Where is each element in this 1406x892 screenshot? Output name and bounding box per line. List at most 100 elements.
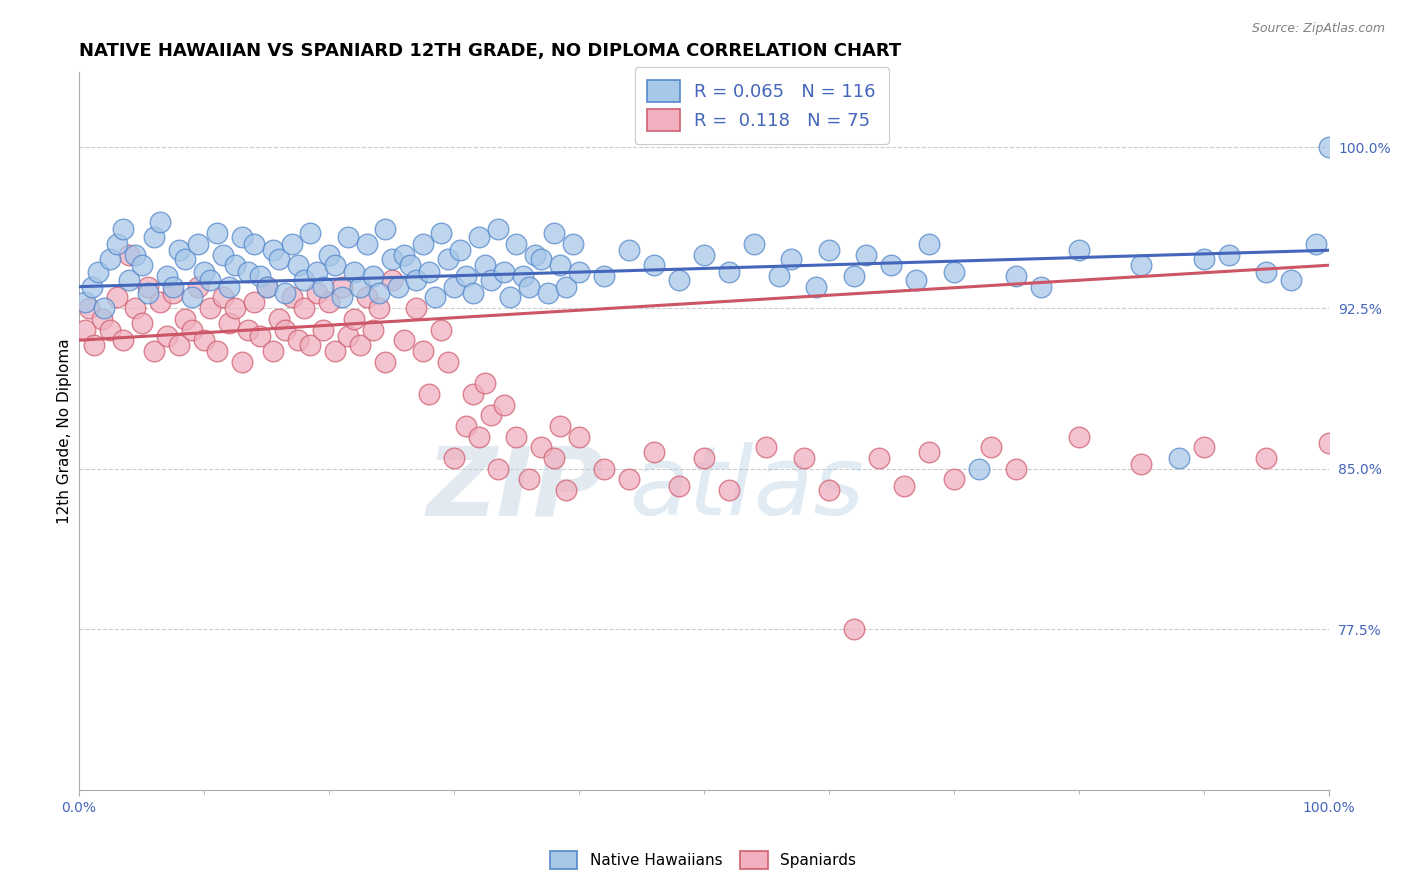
Point xyxy=(349,279,371,293)
Point xyxy=(780,252,803,266)
Point xyxy=(336,329,359,343)
Point xyxy=(318,294,340,309)
Point xyxy=(517,473,540,487)
Point xyxy=(430,226,453,240)
Point xyxy=(593,268,616,283)
Point xyxy=(568,430,591,444)
Point xyxy=(162,279,184,293)
Point xyxy=(1005,268,1028,283)
Point xyxy=(436,354,458,368)
Point xyxy=(200,301,222,315)
Point xyxy=(430,322,453,336)
Point xyxy=(436,252,458,266)
Point xyxy=(486,222,509,236)
Point xyxy=(280,236,302,251)
Point xyxy=(643,258,665,272)
Point xyxy=(211,247,233,261)
Point xyxy=(1256,265,1278,279)
Point xyxy=(205,226,228,240)
Point xyxy=(918,444,941,458)
Point xyxy=(456,268,478,283)
Point xyxy=(474,376,496,390)
Point xyxy=(1305,236,1327,251)
Point xyxy=(299,226,322,240)
Point xyxy=(499,290,522,304)
Point xyxy=(617,473,640,487)
Point xyxy=(374,222,396,236)
Point xyxy=(593,462,616,476)
Point xyxy=(461,286,484,301)
Point xyxy=(256,279,278,293)
Point xyxy=(143,230,166,244)
Point xyxy=(555,279,578,293)
Point xyxy=(205,343,228,358)
Point xyxy=(218,279,240,293)
Point xyxy=(143,343,166,358)
Point xyxy=(980,441,1002,455)
Point xyxy=(343,265,366,279)
Point xyxy=(842,268,865,283)
Point xyxy=(87,265,110,279)
Point xyxy=(236,322,259,336)
Point xyxy=(330,290,353,304)
Point xyxy=(267,252,290,266)
Point xyxy=(693,247,716,261)
Legend: Native Hawaiians, Spaniards: Native Hawaiians, Spaniards xyxy=(544,845,862,875)
Point xyxy=(330,279,353,293)
Point xyxy=(305,286,328,301)
Point xyxy=(280,290,302,304)
Text: ZIP: ZIP xyxy=(426,442,605,535)
Point xyxy=(90,311,112,326)
Point xyxy=(167,244,190,258)
Point xyxy=(299,337,322,351)
Point xyxy=(349,337,371,351)
Point xyxy=(368,286,391,301)
Point xyxy=(456,418,478,433)
Point xyxy=(380,252,402,266)
Point xyxy=(274,286,297,301)
Point xyxy=(105,290,128,304)
Point xyxy=(461,386,484,401)
Point xyxy=(1317,140,1340,154)
Y-axis label: 12th Grade, No Diploma: 12th Grade, No Diploma xyxy=(58,338,72,524)
Point xyxy=(418,265,440,279)
Point xyxy=(568,265,591,279)
Point xyxy=(855,247,877,261)
Point xyxy=(1317,436,1340,450)
Point xyxy=(1031,279,1053,293)
Point xyxy=(136,279,159,293)
Point xyxy=(174,311,197,326)
Point xyxy=(468,230,491,244)
Point xyxy=(77,301,100,315)
Point xyxy=(224,258,246,272)
Point xyxy=(412,343,434,358)
Point xyxy=(893,479,915,493)
Point xyxy=(287,333,309,347)
Point xyxy=(262,343,284,358)
Point xyxy=(693,451,716,466)
Point xyxy=(543,226,565,240)
Point xyxy=(249,329,271,343)
Point xyxy=(561,236,583,251)
Point xyxy=(193,265,215,279)
Point xyxy=(449,244,471,258)
Point xyxy=(1279,273,1302,287)
Point xyxy=(481,273,503,287)
Point xyxy=(93,301,115,315)
Point xyxy=(880,258,903,272)
Point xyxy=(200,273,222,287)
Point xyxy=(187,236,209,251)
Point xyxy=(942,473,965,487)
Point xyxy=(83,337,105,351)
Point xyxy=(392,333,415,347)
Point xyxy=(1256,451,1278,466)
Legend: R = 0.065   N = 116, R =  0.118   N = 75: R = 0.065 N = 116, R = 0.118 N = 75 xyxy=(636,67,889,144)
Point xyxy=(443,451,465,466)
Point xyxy=(155,268,177,283)
Point xyxy=(806,279,828,293)
Point xyxy=(399,258,422,272)
Point xyxy=(967,462,990,476)
Point xyxy=(530,441,553,455)
Point xyxy=(1130,458,1153,472)
Point xyxy=(155,329,177,343)
